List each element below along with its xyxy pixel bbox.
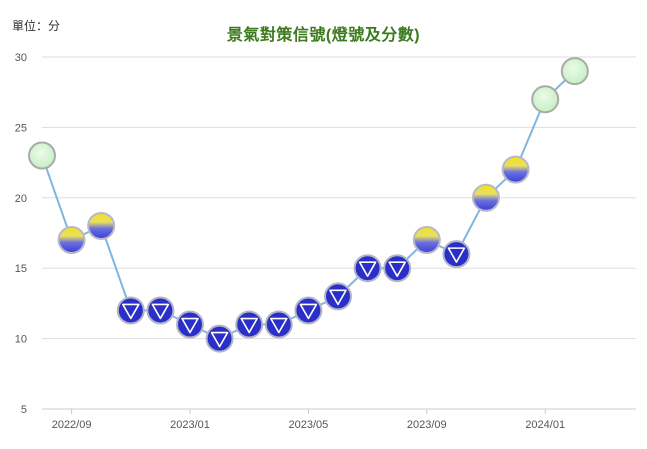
blue-signal-icon (353, 254, 382, 283)
blue-signal-icon (264, 310, 293, 339)
signal-point (57, 226, 86, 255)
signal-point (501, 155, 530, 184)
signal-point (324, 282, 352, 311)
blue-signal-icon (383, 254, 412, 283)
signal-point (412, 226, 441, 255)
signal-point (87, 211, 116, 240)
chart-title: 景氣對策信號(燈號及分數) (226, 27, 421, 44)
signal-point (531, 85, 560, 114)
down-triangle-icon (358, 261, 377, 278)
unit-label: 單位：分 (12, 19, 61, 33)
down-triangle-icon (447, 247, 466, 263)
y-tick-label: 30 (15, 52, 27, 64)
signal-point (116, 296, 145, 325)
yellow-blue-signal-icon (412, 226, 441, 255)
blue-signal-icon (176, 310, 204, 339)
y-tick-label: 10 (15, 334, 27, 346)
blue-signal-icon (324, 282, 352, 311)
blue-signal-icon (235, 310, 264, 339)
yellow-blue-signal-icon (87, 211, 116, 240)
signal-point (472, 183, 500, 212)
signal-point (264, 310, 293, 339)
down-triangle-icon (240, 317, 259, 334)
blue-signal-icon (205, 324, 234, 353)
green-signal-icon (28, 141, 56, 170)
x-tick-label: 2023/05 (289, 419, 329, 431)
signal-point (146, 296, 175, 325)
down-triangle-icon (210, 331, 229, 348)
signal-point (235, 310, 264, 339)
down-triangle-icon (122, 303, 140, 320)
blue-signal-icon (146, 296, 175, 325)
y-tick-label: 20 (15, 193, 27, 205)
signal-point (205, 324, 234, 353)
signal-point (353, 254, 382, 283)
yellow-blue-signal-icon (472, 183, 500, 212)
down-triangle-icon (151, 303, 170, 320)
signal-point (176, 310, 204, 339)
signal-point (28, 141, 56, 170)
y-tick-label: 5 (21, 404, 27, 416)
yellow-blue-signal-icon (57, 226, 86, 255)
down-triangle-icon (388, 261, 407, 278)
blue-signal-icon (294, 296, 323, 325)
down-triangle-icon (181, 317, 199, 334)
down-triangle-icon (269, 317, 288, 334)
x-tick-label: 2023/09 (407, 419, 447, 431)
down-triangle-icon (329, 289, 347, 306)
green-signal-icon (531, 85, 560, 114)
x-tick-label: 2022/09 (52, 419, 92, 431)
signal-point (294, 296, 323, 325)
down-triangle-icon (299, 303, 318, 320)
yellow-blue-signal-icon (501, 155, 530, 184)
blue-signal-icon (442, 240, 471, 269)
green-signal-icon (560, 57, 589, 86)
x-tick-label: 2023/01 (170, 419, 210, 431)
signal-point (383, 254, 412, 283)
x-tick-label: 2024/01 (525, 419, 565, 431)
y-tick-label: 15 (15, 263, 27, 275)
signal-point (442, 240, 471, 269)
blue-signal-icon (116, 296, 145, 325)
signal-point (560, 57, 589, 86)
y-tick-label: 25 (15, 122, 27, 134)
